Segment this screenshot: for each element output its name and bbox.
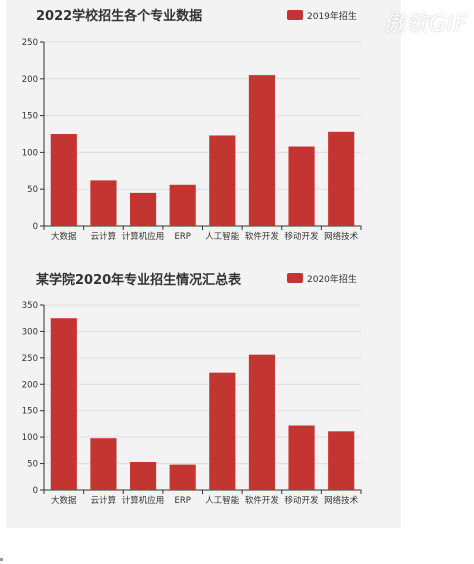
stray-dot (0, 558, 3, 561)
bar-网络技术 (328, 431, 355, 490)
x-tick-label: 网络技术 (324, 231, 359, 242)
y-tick-label: 150 (22, 112, 38, 122)
y-tick-label: 150 (22, 407, 38, 417)
x-tick-label: 移动开发 (285, 495, 320, 506)
bar-人工智能 (209, 372, 236, 490)
y-tick-label: 200 (22, 75, 38, 85)
x-tick-label: ERP (174, 496, 190, 506)
bar-软件开发 (248, 75, 276, 227)
chart-title: 2022学校招生各个专业数据 (36, 8, 202, 24)
y-tick-label: 50 (27, 185, 38, 195)
x-tick-label: 计算机应用 (122, 495, 165, 506)
x-tick-label: 云计算 (91, 495, 117, 506)
x-tick-label: 网络技术 (324, 495, 359, 506)
chart-2020-enrollment: 某学院2020年专业招生情况汇总表 2020年招生 0 50 100 150 200 250 3… (22, 272, 362, 506)
bar-移动开发 (288, 146, 315, 226)
legend-label: 2019年招生 (307, 10, 357, 22)
bar-网络技术 (328, 131, 355, 226)
x-tick-label: 人工智能 (205, 495, 240, 506)
bar-大数据 (50, 318, 77, 490)
chart-2019-enrollment: 2022学校招生各个专业数据 2019年招生 0 50 100 150 200 250 大数据 云… (22, 8, 362, 242)
bar-软件开发 (248, 354, 276, 490)
y-tick-label: 300 (22, 327, 38, 337)
bar-大数据 (50, 134, 77, 226)
x-tick-label: 软件开发 (245, 495, 280, 506)
watermark-logo: 傲软GIF (382, 12, 468, 37)
legend-label: 2020年招生 (307, 273, 357, 285)
x-tick-label: 软件开发 (245, 231, 280, 242)
y-tick-label: 0 (33, 486, 38, 496)
x-tick-label: 移动开发 (285, 231, 320, 242)
chart-title: 某学院2020年专业招生情况汇总表 (35, 272, 242, 288)
y-tick-label: 100 (22, 148, 38, 158)
bar-ERP (169, 184, 196, 226)
bar-计算机应用 (129, 192, 157, 226)
bar-移动开发 (288, 425, 315, 490)
y-tick-label: 250 (22, 354, 38, 364)
y-tick-label: 100 (22, 433, 38, 443)
y-tick-label: 250 (22, 38, 38, 48)
y-tick-label: 350 (22, 301, 38, 311)
legend-swatch (287, 10, 303, 20)
x-tick-label: ERP (174, 232, 190, 242)
x-tick-label: 云计算 (91, 231, 117, 242)
x-tick-label: 大数据 (51, 495, 77, 506)
legend-swatch (287, 273, 303, 283)
x-tick-label: 大数据 (51, 231, 77, 242)
y-tick-label: 50 (27, 460, 38, 470)
y-tick-label: 200 (22, 380, 38, 390)
bar-ERP (169, 464, 196, 490)
bar-云计算 (90, 438, 117, 490)
bar-人工智能 (209, 135, 236, 226)
bar-计算机应用 (129, 461, 157, 490)
y-tick-label: 0 (33, 222, 38, 232)
x-tick-label: 人工智能 (205, 231, 240, 242)
bar-云计算 (90, 180, 117, 226)
x-tick-label: 计算机应用 (122, 231, 165, 242)
